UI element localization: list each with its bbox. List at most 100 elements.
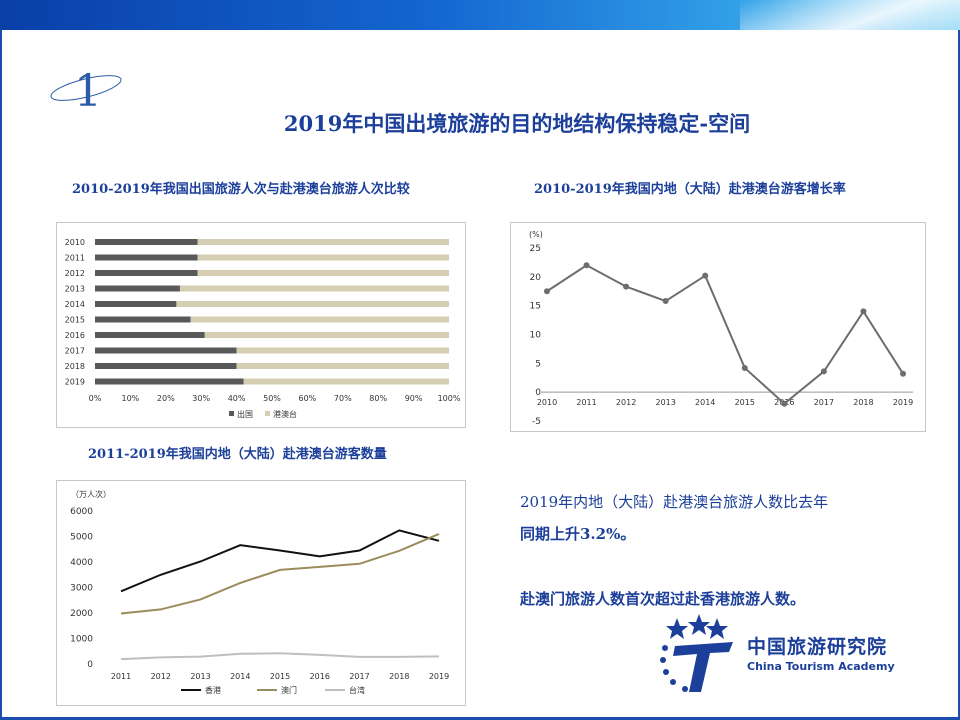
- summary-text: 2019年内地（大陆）赴港澳台旅游人数比去年 同期上升3.2%。: [520, 486, 920, 550]
- x-tick-label: 2011: [576, 398, 596, 407]
- y-tick-label: 2013: [65, 285, 85, 294]
- section-number: 1: [48, 60, 128, 117]
- top-banner: [0, 0, 960, 30]
- y-tick-label: -5: [532, 417, 541, 427]
- data-point-growth: [623, 283, 630, 290]
- x-tick-label: 70%: [334, 394, 352, 403]
- logo-english-name: China Tourism Academy: [747, 660, 895, 673]
- chart3-subtitle: 2011-2019年我国内地（大陆）赴港澳台游客数量: [88, 447, 387, 462]
- y-tick-label: 0: [87, 660, 93, 670]
- x-tick-label: 2012: [616, 398, 636, 407]
- chart1-svg: 2010 2011 2012 2013 2014 2015 2016 2017 2018 2019…: [65, 238, 461, 419]
- x-tick-label: 2013: [655, 398, 675, 407]
- bar-outbound: [95, 285, 180, 292]
- y-tick-label: 10: [530, 331, 542, 341]
- y-tick-label: 2012: [65, 269, 85, 278]
- bar-outbound: [95, 363, 237, 369]
- logo-emblem-icon: [660, 614, 733, 692]
- y-tick-label: 2010: [65, 238, 85, 247]
- y-tick-label: 2019: [65, 378, 85, 387]
- page-title: 2019年中国出境旅游的目的地结构保持稳定-空间: [283, 111, 751, 136]
- bar-hmt: [236, 347, 449, 354]
- legend-label-hmt: 港澳台: [273, 409, 297, 419]
- bar-hmt: [190, 316, 449, 323]
- x-tick-label: 2016: [310, 672, 330, 681]
- y-tick-label: 2000: [70, 609, 93, 619]
- right-border: [958, 30, 960, 720]
- bar-outbound: [95, 239, 198, 245]
- chart3-svg: （万人次） 6000 5000 4000 3000 2000 1000 0 2011 2012 20…: [70, 489, 449, 695]
- legend-hongkong-label: 香港: [205, 685, 221, 695]
- summary-line-3: 赴澳门旅游人数首次超过赴香港旅游人数。: [520, 590, 806, 608]
- x-tick-label: 50%: [263, 394, 281, 403]
- y-tick-label: 15: [530, 302, 541, 312]
- x-tick-label: 2012: [151, 672, 171, 681]
- bar-hmt: [204, 332, 449, 338]
- bar-hmt: [197, 270, 449, 276]
- x-tick-label: 2017: [814, 398, 834, 407]
- legend-swatch-hmt: [265, 411, 270, 416]
- bar-outbound: [95, 378, 244, 385]
- bar-hmt: [236, 363, 449, 369]
- data-point-growth: [702, 272, 709, 279]
- y-tick-label: 4000: [70, 558, 93, 568]
- data-point-growth: [860, 308, 867, 315]
- legend-label-outbound: 出国: [237, 409, 253, 419]
- x-tick-label: 2019: [893, 398, 913, 407]
- chart2-panel: (%) 25 20 15 10 5 0 -5 2010 2011 2012 2013 2014 2015 2…: [510, 222, 926, 432]
- chart1-subtitle: 2010-2019年我国出国旅游人次与赴港澳台旅游人次比较: [72, 182, 410, 197]
- bar-outbound: [95, 316, 191, 323]
- bar-outbound: [95, 332, 205, 338]
- bar-hmt: [176, 301, 450, 307]
- x-tick-label: 60%: [299, 394, 317, 403]
- x-tick-label: 100%: [438, 394, 461, 403]
- data-point-growth: [900, 370, 906, 377]
- academy-logo: 中国旅游研究院 China Tourism Academy: [655, 612, 925, 697]
- x-tick-label: 2018: [853, 398, 873, 407]
- y-tick-label: 5: [535, 359, 541, 369]
- chart1-panel: 2010 2011 2012 2013 2014 2015 2016 2017 2018 2019…: [56, 222, 466, 428]
- x-tick-label: 40%: [228, 394, 246, 403]
- banner-shine: [740, 0, 960, 30]
- bar-outbound: [95, 301, 177, 307]
- chart3-panel: （万人次） 6000 5000 4000 3000 2000 1000 0 2011 2012 20…: [56, 480, 466, 706]
- x-tick-label: 2019: [429, 672, 449, 681]
- bar-outbound: [95, 270, 198, 276]
- bar-hmt: [197, 254, 449, 261]
- section-number-text: 1: [74, 66, 102, 110]
- series-line-taiwan: [120, 652, 440, 661]
- bar-outbound: [95, 254, 198, 261]
- legend-taiwan-label: 台湾: [349, 685, 365, 695]
- x-tick-label: 2010: [537, 398, 557, 407]
- y-tick-label: 2011: [65, 254, 85, 263]
- bar-hmt: [179, 285, 449, 292]
- y-tick-label: 0: [535, 388, 541, 398]
- left-border: [0, 30, 2, 720]
- summary-line-1: 2019年内地（大陆）赴港澳台旅游人数比去年: [520, 493, 829, 511]
- y-tick-label: 2015: [65, 316, 85, 325]
- series-line-macau: [120, 533, 440, 615]
- bar-outbound: [95, 347, 237, 354]
- data-point-growth: [741, 364, 748, 371]
- legend-swatch-outbound: [229, 411, 234, 416]
- x-tick-label: 80%: [369, 394, 387, 403]
- y-tick-label: 2016: [65, 331, 85, 340]
- chart2-subtitle: 2010-2019年我国内地（大陆）赴港澳台游客增长率: [534, 182, 846, 197]
- data-point-growth: [583, 262, 590, 269]
- x-tick-label: 20%: [157, 394, 175, 403]
- swoosh-icon: [50, 75, 122, 101]
- logo-chinese-name: 中国旅游研究院: [747, 636, 888, 658]
- bar-hmt: [197, 239, 449, 245]
- x-tick-label: 2014: [230, 672, 250, 681]
- y-tick-label: 2018: [65, 362, 85, 371]
- legend-macau-label: 澳门: [281, 685, 297, 695]
- data-point-growth: [544, 288, 550, 295]
- x-tick-label: 2015: [735, 398, 755, 407]
- bar-hmt: [243, 378, 449, 385]
- x-tick-label: 2018: [389, 672, 409, 681]
- summary-line-2: 同期上升3.2%。: [520, 525, 636, 543]
- x-tick-label: 0%: [89, 394, 102, 403]
- y-tick-label: 6000: [70, 507, 93, 517]
- series-line-hongkong: [120, 529, 440, 593]
